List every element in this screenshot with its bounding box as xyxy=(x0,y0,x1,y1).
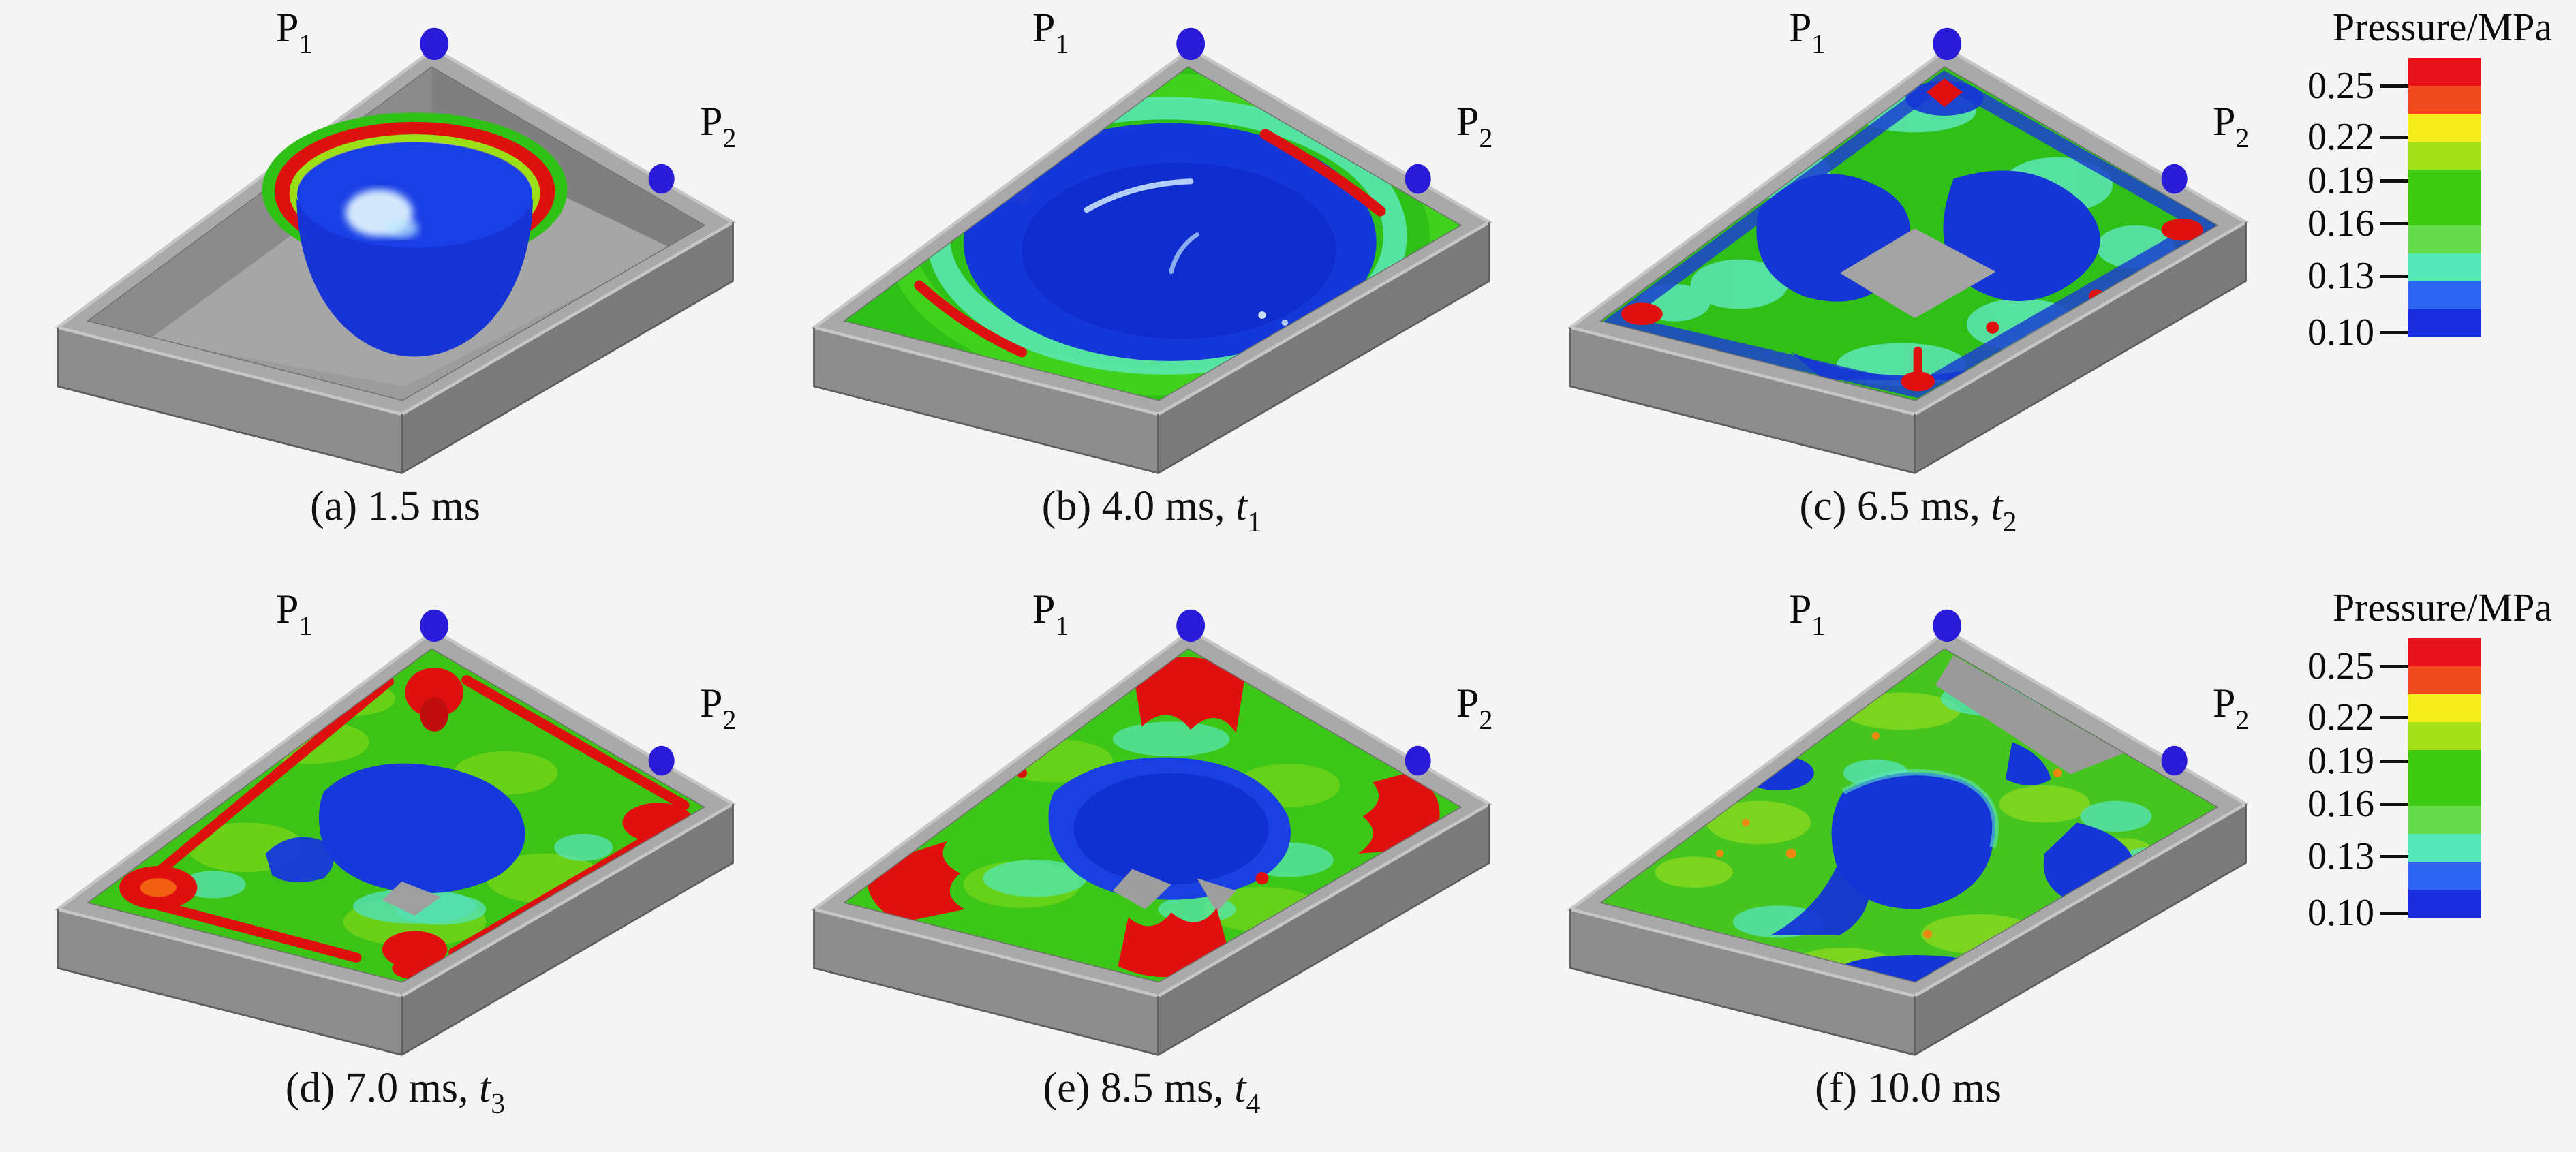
panel-f: P1 P2 (f) 10.0 ms xyxy=(1564,587,2286,1152)
panel-c: P1 P2 (c) 6.5 ms, t2 xyxy=(1564,5,2286,585)
probe-p2-dot xyxy=(2161,745,2188,776)
tick-dash xyxy=(2380,854,2408,858)
panel-f-render xyxy=(1564,609,2252,1064)
panel-b: P1 P2 (b) 4.0 ms, t1 xyxy=(808,5,1530,585)
panel-e: P1 P2 (e) 8.5 ms, t4 xyxy=(808,587,1530,1152)
colorbar-segment xyxy=(2408,309,2481,337)
colorbar-tick: 0.19 xyxy=(2307,159,2408,202)
colorbar-tick: 0.10 xyxy=(2307,311,2408,354)
colorbar-segment xyxy=(2408,722,2481,750)
panel-caption: (f) 10.0 ms xyxy=(1815,1065,2002,1111)
panel-b-render xyxy=(808,27,1496,482)
probe-label-p1: P1 xyxy=(1032,587,1069,641)
colorbar-tick: 0.22 xyxy=(2307,696,2408,738)
probe-label-p2: P2 xyxy=(2213,99,2250,153)
probe-p1-dot xyxy=(1933,27,1962,60)
colorbar-tick: 0.19 xyxy=(2307,740,2408,782)
probe-p1-dot xyxy=(1176,27,1206,60)
colorbar-title: Pressure/MPa xyxy=(2332,585,2553,629)
colorbar-segment xyxy=(2408,778,2481,806)
panel-e-render xyxy=(808,609,1496,1064)
colorbar-segment xyxy=(2408,114,2481,142)
probe-p2-dot xyxy=(1405,745,1431,776)
tick-dash xyxy=(2380,664,2408,668)
colorbar-segment xyxy=(2408,86,2481,114)
colorbar-tick: 0.16 xyxy=(2307,202,2408,245)
probe-label-p1: P1 xyxy=(276,587,313,641)
probe-p2-dot xyxy=(2161,164,2188,194)
colorbar-tick: 0.22 xyxy=(2307,116,2408,158)
probe-label-p1: P1 xyxy=(1032,5,1069,59)
colorbar-segment xyxy=(2408,253,2481,281)
probe-label-p1: P1 xyxy=(276,5,313,59)
fireball-surface xyxy=(262,112,568,357)
panel-caption: (b) 4.0 ms, t1 xyxy=(1041,483,1262,538)
colorbar-segment xyxy=(2408,834,2481,862)
tick-dash xyxy=(2380,84,2408,88)
pressure-surface xyxy=(845,649,1460,982)
colorbar-segment xyxy=(2408,638,2481,666)
colorbar-tick: 0.13 xyxy=(2307,255,2408,297)
panel-d: P1 P2 (d) 7.0 ms, t3 xyxy=(51,587,773,1152)
colorbar-tick: 0.13 xyxy=(2307,835,2408,877)
colorbar-segment xyxy=(2408,806,2481,834)
colorbar-gradient xyxy=(2408,58,2481,337)
panel-caption: (d) 7.0 ms, t3 xyxy=(285,1065,506,1120)
probe-p1-dot xyxy=(1933,609,1962,642)
colorbar-segment xyxy=(2408,890,2481,918)
colorbar-segment xyxy=(2408,281,2481,309)
probe-p1-dot xyxy=(420,27,449,60)
probe-label-p1: P1 xyxy=(1789,587,1826,641)
colorbar-segment xyxy=(2408,750,2481,778)
colorbar-tick: 0.16 xyxy=(2307,783,2408,825)
colorbar-segment xyxy=(2408,142,2481,170)
panel-d-render xyxy=(51,609,739,1064)
pressure-colorbar-top: Pressure/MPa 0.25 0.22 0.19 0.16 0.13 0.… xyxy=(2307,4,2576,354)
probe-label-p2: P2 xyxy=(700,99,737,153)
pressure-surface xyxy=(845,67,1460,401)
colorbar-segment xyxy=(2408,694,2481,722)
probe-label-p2: P2 xyxy=(2213,681,2250,735)
probe-label-p2: P2 xyxy=(700,681,737,735)
colorbar-gradient xyxy=(2408,638,2481,918)
panel-caption: (c) 6.5 ms, t2 xyxy=(1799,483,2017,538)
panel-a-render xyxy=(51,27,739,482)
probe-p2-dot xyxy=(648,164,675,194)
colorbar-segment xyxy=(2408,862,2481,890)
tick-dash xyxy=(2380,274,2408,278)
panel-c-render xyxy=(1564,27,2252,482)
tick-dash xyxy=(2380,178,2408,183)
colorbar-tick: 0.25 xyxy=(2307,645,2408,687)
pressure-colorbar-bottom: Pressure/MPa 0.25 0.22 0.19 0.16 0.13 0.… xyxy=(2307,585,2576,934)
colorbar-title: Pressure/MPa xyxy=(2332,5,2553,49)
panel-a: P1 P2 (a) 1.5 ms xyxy=(51,5,773,585)
pressure-surface xyxy=(89,649,704,982)
tick-dash xyxy=(2380,135,2408,139)
probe-p2-dot xyxy=(648,745,675,776)
colorbar-segment xyxy=(2408,58,2481,86)
colorbar-segment xyxy=(2408,170,2481,198)
colorbar-tick: 0.25 xyxy=(2307,65,2408,107)
tick-dash xyxy=(2380,221,2408,225)
tick-dash xyxy=(2380,911,2408,915)
probe-p2-dot xyxy=(1405,164,1431,194)
colorbar-tick: 0.10 xyxy=(2307,892,2408,934)
tick-dash xyxy=(2380,759,2408,763)
panel-caption: (a) 1.5 ms xyxy=(310,483,480,529)
tick-dash xyxy=(2380,715,2408,719)
colorbar-segment xyxy=(2408,198,2481,225)
probe-label-p1: P1 xyxy=(1789,5,1826,59)
probe-p1-dot xyxy=(420,609,449,642)
probe-label-p2: P2 xyxy=(1456,99,1493,153)
colorbar-segment xyxy=(2408,666,2481,694)
panel-caption: (e) 8.5 ms, t4 xyxy=(1043,1065,1261,1120)
tick-dash xyxy=(2380,802,2408,806)
probe-label-p2: P2 xyxy=(1456,681,1493,735)
probe-p1-dot xyxy=(1176,609,1206,642)
colorbar-segment xyxy=(2408,225,2481,253)
tick-dash xyxy=(2380,330,2408,334)
